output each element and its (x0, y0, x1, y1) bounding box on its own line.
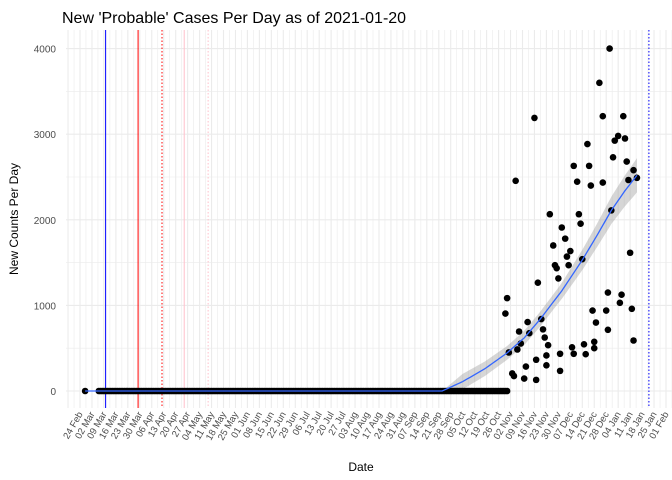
data-point (590, 338, 598, 346)
data-point (616, 299, 624, 307)
data-point (604, 326, 612, 334)
data-point (592, 319, 600, 326)
data-point (626, 249, 634, 257)
data-point (543, 352, 550, 359)
data-point (619, 112, 627, 120)
data-point (621, 135, 629, 142)
data-point (580, 341, 588, 348)
data-point (546, 210, 554, 218)
data-point (625, 176, 632, 184)
data-point (606, 45, 613, 52)
data-point (570, 350, 578, 358)
data-point (599, 112, 607, 120)
trend-line-path (85, 174, 638, 392)
data-point (549, 242, 557, 249)
data-point (561, 235, 569, 242)
data-point (609, 154, 617, 161)
y-tick-label: 3000 (34, 130, 57, 141)
data-point (558, 224, 566, 231)
y-tick-label: 0 (50, 387, 56, 398)
data-point (502, 310, 509, 317)
data-point (575, 210, 583, 218)
data-point (584, 140, 591, 148)
data-point (526, 329, 533, 337)
data-point (505, 349, 513, 356)
data-point (532, 356, 540, 364)
data-point (539, 326, 547, 333)
data-point (510, 372, 518, 380)
data-point (573, 178, 581, 186)
data-point (602, 307, 610, 314)
data-point (589, 307, 596, 314)
data-point (614, 132, 622, 140)
data-point (565, 261, 572, 269)
data-point (541, 334, 548, 341)
data-point (587, 182, 595, 189)
data-point (556, 350, 564, 358)
data-point (599, 179, 607, 186)
data-point (534, 279, 542, 287)
grid (66, 30, 672, 408)
trend-line (85, 174, 638, 392)
data-point (563, 253, 571, 260)
data-point (582, 350, 590, 358)
data-point (623, 158, 631, 165)
data-point (503, 387, 511, 395)
y-tick-label: 1000 (34, 301, 57, 312)
data-point (630, 337, 637, 344)
y-axis-title: New Counts Per Day (7, 163, 21, 275)
data-point (585, 162, 593, 170)
data-point (630, 166, 637, 174)
data-point (556, 367, 564, 375)
data-point (503, 294, 511, 302)
data-point (544, 341, 552, 349)
data-point (570, 162, 578, 170)
data-point (628, 305, 636, 313)
data-point (618, 291, 625, 299)
data-point (515, 328, 523, 335)
data-point (553, 264, 560, 272)
data-point (633, 174, 641, 182)
data-point (524, 318, 531, 326)
data-point (567, 247, 574, 255)
data-point (531, 114, 538, 122)
y-tick-label: 2000 (34, 216, 57, 227)
data-point (568, 344, 576, 351)
chart-title: New 'Probable' Cases Per Day as of 2021-… (62, 10, 406, 27)
data-point (543, 362, 550, 369)
x-axis-title: Date (348, 460, 374, 474)
data-point (514, 346, 521, 353)
data-point (555, 275, 562, 282)
data-point (596, 79, 603, 87)
data-point (520, 375, 528, 382)
data-point (512, 177, 519, 185)
data-point (611, 137, 619, 144)
y-tick-label: 4000 (34, 45, 57, 56)
data-point (522, 363, 530, 370)
reference-lines (105, 30, 650, 408)
data-point (604, 289, 612, 296)
y-axis-ticks: 0 1000 2000 3000 4000 (34, 45, 57, 398)
data-point (590, 344, 598, 352)
data-point (532, 376, 540, 384)
data-point (577, 220, 584, 227)
